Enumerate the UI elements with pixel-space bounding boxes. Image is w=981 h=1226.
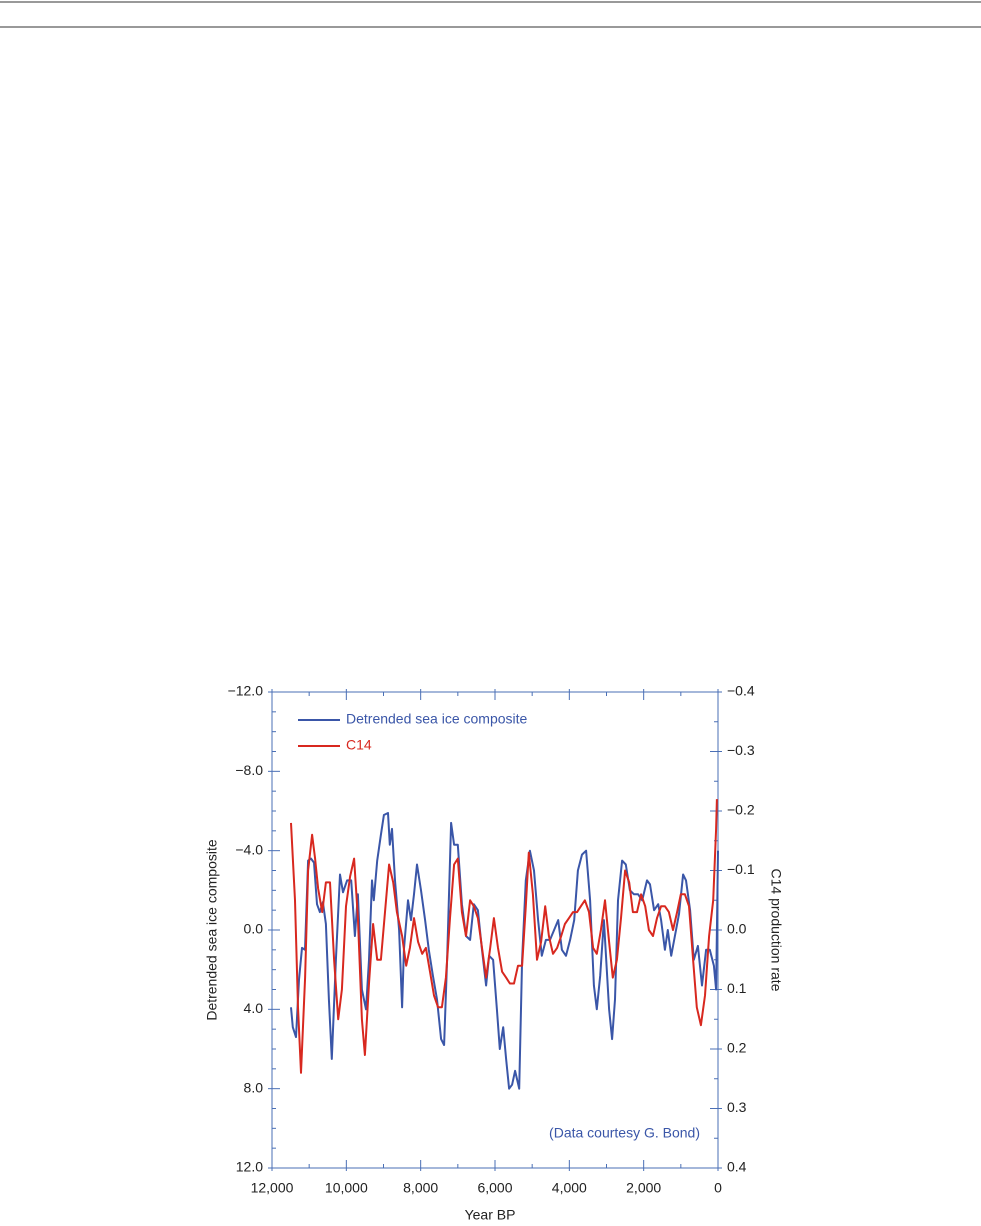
y-tick-label: −12.0 [228, 683, 264, 699]
y2-tick-label: −0.2 [727, 802, 755, 818]
legend-label: Detrended sea ice composite [346, 711, 528, 727]
y-tick-label: 4.0 [244, 1000, 264, 1016]
y2-tick-label: 0.3 [727, 1099, 747, 1115]
y-tick-label: 8.0 [244, 1079, 264, 1095]
annotation: (Data courtesy G. Bond) [549, 1125, 700, 1141]
y2-axis-label: C14 production rate [768, 869, 784, 992]
y2-tick-label: 0.0 [727, 921, 747, 937]
y2-tick-label: −0.1 [727, 861, 755, 877]
x-tick-label: 0 [714, 1180, 722, 1196]
y2-tick-label: 0.4 [727, 1159, 747, 1175]
y-axis-label: Detrended sea ice composite [204, 839, 220, 1021]
y-tick-label: −8.0 [235, 762, 263, 778]
y2-tick-label: 0.2 [727, 1040, 747, 1056]
y-tick-label: −4.0 [235, 841, 263, 857]
x-tick-label: 12,000 [251, 1180, 294, 1196]
x-tick-label: 10,000 [325, 1180, 368, 1196]
x-tick-label: 6,000 [477, 1180, 512, 1196]
x-tick-label: 2,000 [626, 1180, 661, 1196]
y-tick-label: 0.0 [244, 921, 264, 937]
x-tick-label: 4,000 [552, 1180, 587, 1196]
series-line [290, 812, 719, 1090]
x-axis-label: Year BP [465, 1207, 516, 1223]
y-tick-label: 12.0 [236, 1159, 263, 1175]
y2-tick-label: −0.4 [727, 683, 755, 699]
y2-tick-label: 0.1 [727, 980, 747, 996]
x-tick-label: 8,000 [403, 1180, 438, 1196]
legend-label: C14 [346, 737, 372, 753]
y2-tick-label: −0.3 [727, 742, 755, 758]
series-line [290, 799, 718, 1074]
